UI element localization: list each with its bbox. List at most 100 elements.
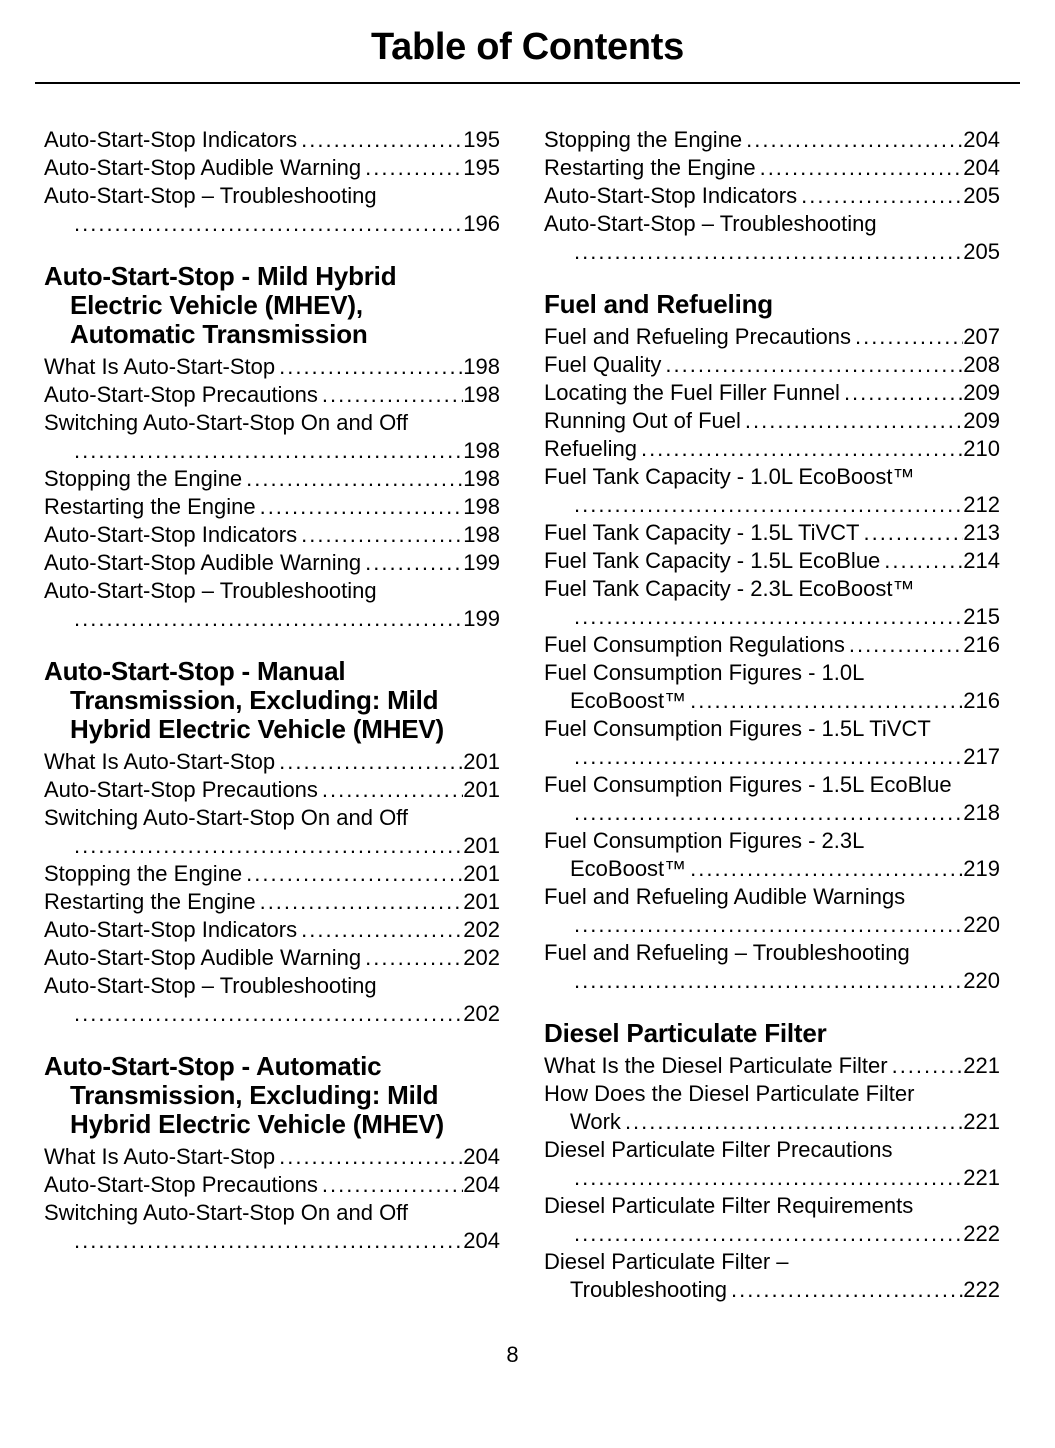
toc-entry-page: 202	[463, 1001, 500, 1026]
toc-entry: Fuel Tank Capacity - 1.0L EcoBoost™ 212	[544, 463, 1000, 519]
toc-entry: Fuel and Refueling Audible Warnings 220	[544, 883, 1000, 939]
dot-leader	[686, 855, 963, 883]
toc-entry-page: 215	[963, 604, 1000, 629]
toc-entry-page: 212	[963, 492, 1000, 517]
toc-entry: What Is Auto-Start-Stop 198	[44, 353, 500, 381]
dot-leader	[361, 944, 463, 972]
dot-leader	[318, 776, 463, 804]
toc-entry: Fuel Consumption Figures - 1.5L EcoBlue 2…	[544, 771, 1000, 827]
toc-entry: Auto-Start-Stop Indicators 205	[544, 182, 1000, 210]
toc-entry-label: Auto-Start-Stop – Troubleshooting	[44, 183, 377, 208]
toc-entry: Fuel and Refueling Precautions 207	[544, 323, 1000, 351]
dot-leader	[70, 605, 463, 633]
toc-entry: Refueling 210	[544, 435, 1000, 463]
dot-leader	[845, 631, 963, 659]
section-heading: Diesel Particulate Filter	[544, 1018, 827, 1048]
toc-entry: Restarting the Engine 198	[44, 493, 500, 521]
toc-entry: Fuel and Refueling – Troubleshooting 220	[544, 939, 1000, 995]
dot-leader	[275, 1143, 463, 1171]
toc-entry-label: What Is Auto-Start-Stop	[44, 354, 276, 379]
dot-leader	[361, 549, 463, 577]
toc-entry-leader-line: 221	[570, 1164, 1000, 1192]
dot-leader	[242, 465, 463, 493]
toc-entry: Auto-Start-Stop Indicators 202	[44, 916, 500, 944]
toc-entry-page: 202	[463, 917, 500, 942]
toc-entry-page: 220	[963, 968, 1000, 993]
dot-leader	[297, 521, 463, 549]
dot-leader	[361, 154, 463, 182]
toc-entry-label: Auto-Start-Stop Audible Warning	[44, 155, 362, 180]
toc-entry: Stopping the Engine 198	[44, 465, 500, 493]
toc-entry-leader-line: 217	[570, 743, 1000, 771]
toc-entry-page: 208	[963, 352, 1000, 377]
toc-entry-label: Diesel Particulate Filter –	[544, 1249, 789, 1274]
toc-entry: Switching Auto-Start-Stop On and Off 201	[44, 804, 500, 860]
toc-entry-page: 205	[963, 183, 1000, 208]
toc-entry-leader-line: 215	[570, 603, 1000, 631]
toc-entry-label: Running Out of Fuel	[544, 408, 741, 433]
toc-entry-label: Fuel Consumption Figures - 1.5L EcoBlue	[544, 772, 952, 797]
dot-leader	[297, 916, 463, 944]
toc-entry: Auto-Start-Stop Audible Warning 195	[44, 154, 500, 182]
dot-leader	[686, 687, 963, 715]
toc-entry: Restarting the Engine 201	[44, 888, 500, 916]
toc-entry-page: 221	[963, 1109, 1000, 1134]
toc-entry-leader-line: EcoBoost™ 219	[570, 855, 1000, 883]
toc-entry: Diesel Particulate Filter – Troubleshooti…	[544, 1248, 1000, 1304]
dot-leader	[70, 437, 463, 465]
toc-entry: Switching Auto-Start-Stop On and Off 204	[44, 1199, 500, 1255]
toc-entry: Fuel Quality 208	[544, 351, 1000, 379]
dot-leader	[570, 603, 963, 631]
toc-entry: Diesel Particulate Filter Requirements 22…	[544, 1192, 1000, 1248]
toc-entry-leader-line: 205	[570, 238, 1000, 266]
toc-entry-label: Auto-Start-Stop – Troubleshooting	[44, 578, 377, 603]
toc-entry-label: Stopping the Engine	[44, 861, 243, 886]
dot-leader	[880, 547, 963, 575]
dot-leader	[242, 860, 463, 888]
toc-entry-label: Fuel Consumption Figures - 1.5L TiVCT	[544, 716, 931, 741]
toc-entry-label: Auto-Start-Stop Precautions	[44, 382, 318, 407]
toc-entry-page: 198	[463, 438, 500, 463]
dot-leader	[637, 435, 963, 463]
toc-entry-page: 201	[463, 749, 500, 774]
toc-entry: What Is the Diesel Particulate Filter 221	[544, 1052, 1000, 1080]
toc-entry-leader-line: 199	[70, 605, 500, 633]
toc-entry-label: Auto-Start-Stop Indicators	[44, 127, 298, 152]
toc-entry-leader-line: Work 221	[570, 1108, 1000, 1136]
toc-entry-page: 199	[463, 550, 500, 575]
toc-entry-page: 220	[963, 912, 1000, 937]
toc-entry: Auto-Start-Stop – Troubleshooting 196	[44, 182, 500, 238]
toc-entry: Fuel Tank Capacity - 2.3L EcoBoost™ 215	[544, 575, 1000, 631]
title-divider	[35, 82, 1020, 84]
toc-entry: Fuel Tank Capacity - 1.5L EcoBlue 214	[544, 547, 1000, 575]
toc-entry-page: 198	[463, 382, 500, 407]
toc-entry-label: Restarting the Engine	[544, 155, 756, 180]
toc-entry-page: 210	[963, 436, 1000, 461]
toc-entry: Running Out of Fuel 209	[544, 407, 1000, 435]
toc-entry-label: Auto-Start-Stop – Troubleshooting	[544, 211, 877, 236]
page-number: 8	[506, 1342, 519, 1367]
toc-entry: Auto-Start-Stop – Troubleshooting 202	[44, 972, 500, 1028]
toc-entry-page: 198	[463, 522, 500, 547]
toc-entry-label: Refueling	[544, 436, 637, 461]
dot-leader	[570, 491, 963, 519]
toc-entry-leader-line: 204	[70, 1227, 500, 1255]
toc-entry: What Is Auto-Start-Stop 204	[44, 1143, 500, 1171]
toc-entry-label: Locating the Fuel Filler Funnel	[544, 380, 840, 405]
toc-entry: Fuel Consumption Figures - 1.5L TiVCT 217	[544, 715, 1000, 771]
section-heading: Fuel and Refueling	[544, 289, 773, 319]
toc-entry-page: 196	[463, 211, 500, 236]
toc-entry-leader-line: 222	[570, 1220, 1000, 1248]
toc-entry-page: 217	[963, 744, 1000, 769]
toc-entry: Fuel Consumption Regulations 216	[544, 631, 1000, 659]
toc-entry-label: Restarting the Engine	[44, 889, 256, 914]
toc-entry-label: Auto-Start-Stop Indicators	[544, 183, 798, 208]
dot-leader	[621, 1108, 963, 1136]
toc-entry-page: 201	[463, 861, 500, 886]
toc-entry-label: How Does the Diesel Particulate Filter	[544, 1081, 915, 1106]
toc-entry-label: Fuel and Refueling – Troubleshooting	[544, 940, 910, 965]
dot-leader	[70, 1227, 463, 1255]
toc-entry-page: 209	[963, 380, 1000, 405]
toc-entry-page: 207	[963, 324, 1000, 349]
toc-entry-page: 221	[963, 1053, 1000, 1078]
